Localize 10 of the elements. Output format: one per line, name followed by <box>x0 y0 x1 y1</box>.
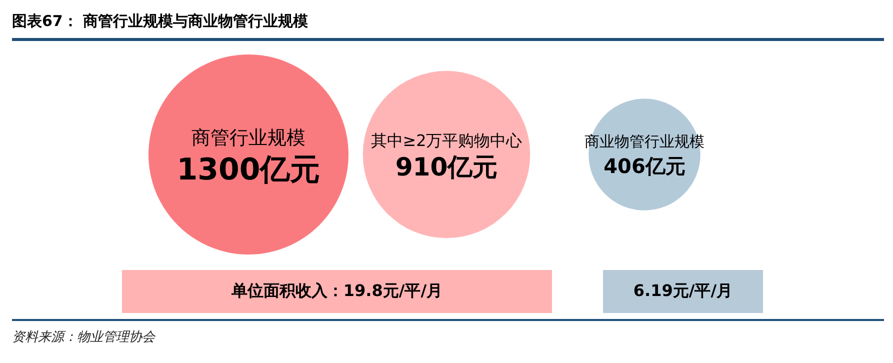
text: 6.19元/平/月 <box>603 270 763 313</box>
text: 单位面积收入：19.8元/平/月 <box>122 270 552 313</box>
data-label: 406亿元 <box>604 154 686 178</box>
data-label: 1300亿元 <box>176 152 320 188</box>
category-label: 商业物管行业规模 <box>584 132 704 150</box>
data-label: 910亿元 <box>395 152 498 182</box>
text: 图表67： 商管行业规模与商业物管行业规模 <box>12 12 308 31</box>
category-label: 商管行业规模 <box>192 127 306 150</box>
category-label: 其中≥2万平购物中心 <box>370 130 522 150</box>
text: 资料来源：物业管理协会 <box>12 329 155 346</box>
